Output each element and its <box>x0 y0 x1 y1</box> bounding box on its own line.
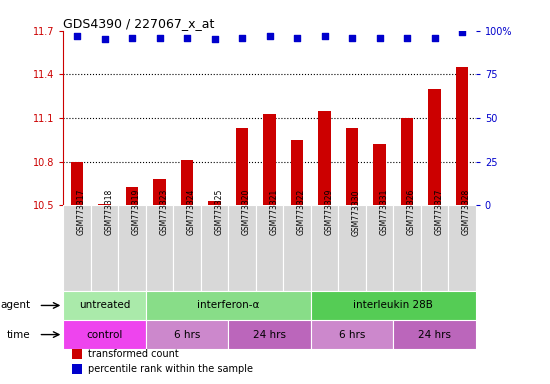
Text: GSM773323: GSM773323 <box>160 189 168 235</box>
Text: GSM773327: GSM773327 <box>434 189 443 235</box>
Bar <box>63 320 146 349</box>
Point <box>430 35 439 41</box>
Bar <box>393 320 476 349</box>
Text: 24 hrs: 24 hrs <box>418 329 451 339</box>
Bar <box>366 205 393 291</box>
Bar <box>236 128 248 205</box>
Bar <box>263 114 276 205</box>
Point <box>183 35 191 41</box>
Bar <box>71 162 83 205</box>
Bar <box>456 67 468 205</box>
Point <box>403 35 411 41</box>
Text: GSM773331: GSM773331 <box>379 189 388 235</box>
Bar <box>256 205 283 291</box>
Point <box>293 35 301 41</box>
Text: GSM773325: GSM773325 <box>214 189 223 235</box>
Bar <box>393 205 421 291</box>
Bar <box>153 179 166 205</box>
Text: 6 hrs: 6 hrs <box>174 329 200 339</box>
Text: agent: agent <box>0 300 30 310</box>
Text: time: time <box>7 329 30 339</box>
Point <box>155 35 164 41</box>
Text: GSM773321: GSM773321 <box>270 189 278 235</box>
Text: percentile rank within the sample: percentile rank within the sample <box>88 364 253 374</box>
Text: GSM773320: GSM773320 <box>242 189 251 235</box>
Bar <box>201 205 228 291</box>
Bar <box>338 205 366 291</box>
Text: GSM773329: GSM773329 <box>324 189 333 235</box>
Bar <box>448 205 476 291</box>
Bar <box>401 118 413 205</box>
Text: interferon-α: interferon-α <box>197 300 260 310</box>
Point <box>238 35 246 41</box>
Text: transformed count: transformed count <box>88 349 179 359</box>
Bar <box>228 320 311 349</box>
Text: GSM773330: GSM773330 <box>352 189 361 235</box>
Bar <box>72 364 82 374</box>
Bar <box>146 205 173 291</box>
Bar <box>421 205 448 291</box>
Point <box>320 33 329 39</box>
Bar <box>146 291 311 320</box>
Text: GSM773328: GSM773328 <box>462 189 471 235</box>
Text: interleukin 28B: interleukin 28B <box>353 300 433 310</box>
Bar <box>318 111 331 205</box>
Text: 6 hrs: 6 hrs <box>339 329 365 339</box>
Bar <box>311 205 338 291</box>
Bar <box>346 128 358 205</box>
Bar <box>311 291 476 320</box>
Bar <box>126 187 138 205</box>
Text: 24 hrs: 24 hrs <box>253 329 286 339</box>
Bar <box>311 320 393 349</box>
Text: GSM773326: GSM773326 <box>407 189 416 235</box>
Point <box>210 36 219 43</box>
Bar <box>283 205 311 291</box>
Text: GSM773317: GSM773317 <box>77 189 86 235</box>
Point <box>458 30 466 36</box>
Point <box>73 33 81 39</box>
Point <box>348 35 356 41</box>
Bar <box>98 204 111 205</box>
Bar <box>72 349 82 359</box>
Bar <box>63 291 146 320</box>
Point <box>375 35 384 41</box>
Bar <box>63 205 91 291</box>
Bar <box>428 89 441 205</box>
Bar <box>173 205 201 291</box>
Text: control: control <box>86 329 123 339</box>
Point <box>100 36 109 43</box>
Text: GSM773324: GSM773324 <box>187 189 196 235</box>
Text: GDS4390 / 227067_x_at: GDS4390 / 227067_x_at <box>63 17 214 30</box>
Bar <box>146 320 228 349</box>
Point <box>128 35 136 41</box>
Text: GSM773319: GSM773319 <box>132 189 141 235</box>
Bar <box>373 144 386 205</box>
Bar <box>91 205 118 291</box>
Text: untreated: untreated <box>79 300 130 310</box>
Text: GSM773318: GSM773318 <box>104 189 113 235</box>
Bar <box>118 205 146 291</box>
Point <box>265 33 274 39</box>
Bar <box>208 201 221 205</box>
Text: GSM773322: GSM773322 <box>297 189 306 235</box>
Bar <box>228 205 256 291</box>
Bar <box>291 140 303 205</box>
Bar <box>181 160 193 205</box>
